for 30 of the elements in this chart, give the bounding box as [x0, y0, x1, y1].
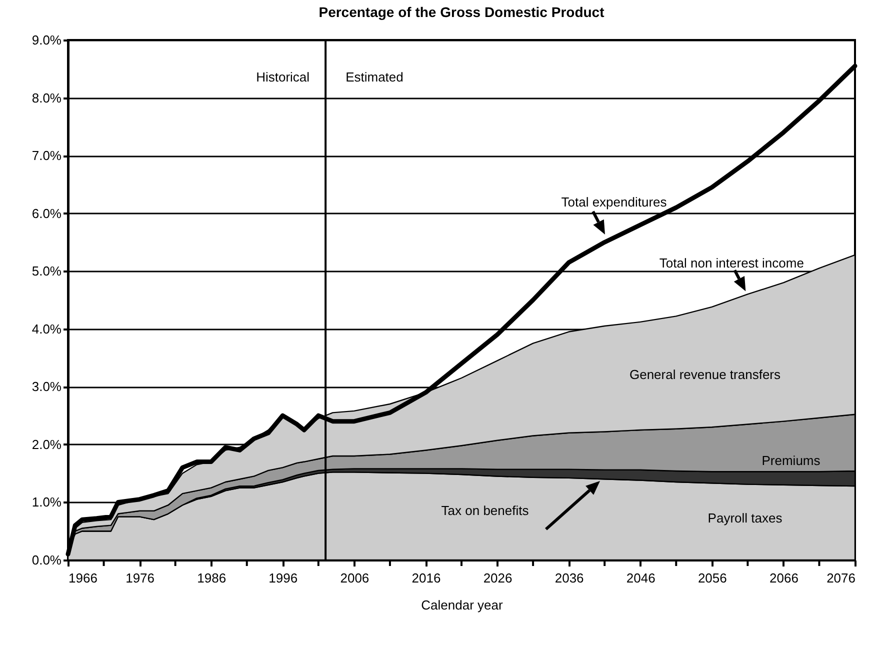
series-label: Total expenditures	[561, 194, 668, 210]
x-tick-label: 1966	[68, 570, 98, 586]
x-tick-label: 1986	[197, 570, 226, 586]
y-tick-label: 6.0%	[32, 206, 62, 221]
y-tick-label: 9.0%	[32, 32, 62, 48]
x-axis-title: Calendar year	[421, 598, 504, 612]
y-tick-label: 3.0%	[32, 379, 62, 394]
y-tick-label: 2.0%	[32, 436, 62, 452]
series-label: Premiums	[762, 452, 821, 468]
series-label: General revenue transfers	[629, 367, 782, 382]
x-tick-label: 2036	[554, 570, 584, 586]
annotation: Historical	[256, 70, 310, 85]
annotation: Estimated	[346, 70, 404, 85]
y-tick-label: 4.0%	[32, 321, 62, 336]
x-tick-label: 2076	[826, 570, 856, 586]
x-tick-label: 2006	[340, 570, 370, 586]
y-tick-label: 5.0%	[32, 264, 62, 279]
x-tick-label: 1976	[126, 570, 155, 586]
y-tick-label: 0.0%	[32, 552, 62, 568]
x-tick-label: 1996	[268, 570, 298, 586]
x-tick-label: 2046	[626, 570, 656, 586]
x-tick-label: 2016	[412, 570, 441, 586]
annotation: Total non interest income	[659, 255, 804, 270]
y-tick-label: 7.0%	[32, 148, 62, 164]
x-tick-label: 2026	[483, 570, 512, 586]
chart-title: Percentage of the Gross Domestic Product	[318, 4, 605, 20]
y-tick-label: 8.0%	[32, 90, 62, 106]
x-tick-label: 2056	[698, 570, 727, 586]
y-tick-label: 1.0%	[32, 494, 62, 510]
x-tick-label: 2066	[769, 570, 798, 586]
